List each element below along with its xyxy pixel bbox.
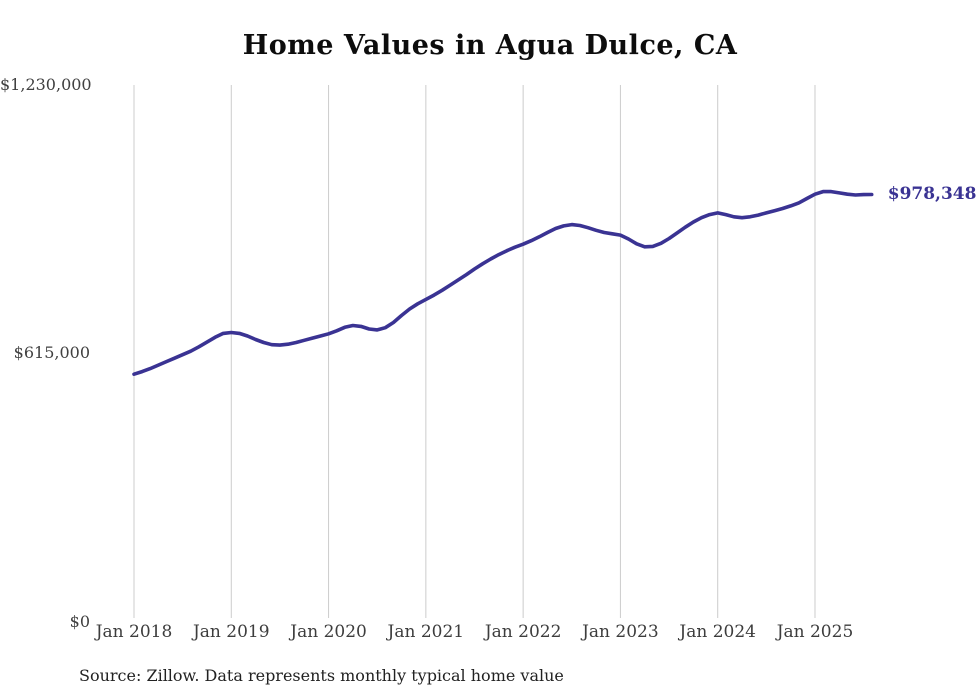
latest-value-label: $978,348 [887, 184, 977, 205]
y-axis-label-zero: $0 [69, 612, 90, 631]
source-note: Source: Zillow. Data represents monthly … [79, 666, 564, 685]
chart-title: Home Values in Agua Dulce, CA [242, 30, 738, 61]
home-value-line [132, 189, 874, 376]
y-axis-label-max: $1,230,000 [0, 75, 92, 94]
y-axis-label-mid: $615,000 [13, 343, 90, 362]
